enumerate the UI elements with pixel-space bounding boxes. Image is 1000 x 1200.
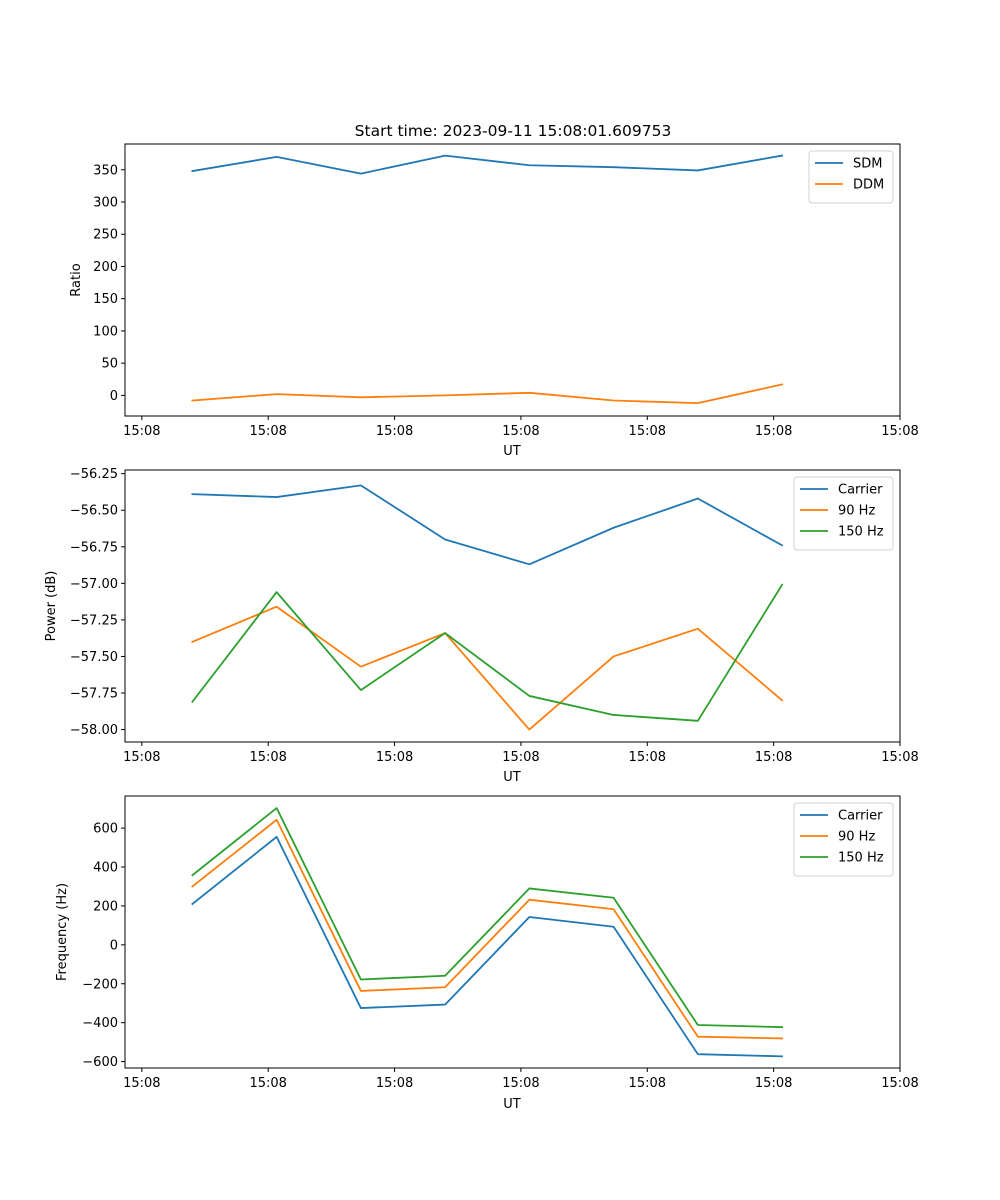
x-tick-label: 15:08 <box>249 424 286 439</box>
x-axis-label: UT <box>503 444 521 459</box>
x-axis: 15:08 15:08 15:08 15:08 15:08 15:08 15:08 <box>123 742 919 765</box>
series-lines <box>191 807 783 1058</box>
series-line-sdm <box>191 154 784 175</box>
series-line-90-hz <box>191 818 783 1040</box>
x-tick-label: 15:08 <box>881 750 918 765</box>
x-tick-label: 15:08 <box>502 750 539 765</box>
chart-panel-ratio: Start time: 2023-09-11 15:08:01.609753 1… <box>69 122 919 459</box>
x-tick-label: 15:08 <box>502 424 539 439</box>
y-tick-label: 100 <box>93 324 118 339</box>
chart-panel-power: 15:08 15:08 15:08 15:08 15:08 15:08 15:08 −58.… <box>44 467 919 785</box>
x-tick-label: 15:08 <box>881 424 918 439</box>
x-axis-label: UT <box>503 1097 521 1112</box>
y-tick-label: −400 <box>82 1016 118 1031</box>
series-line-150-hz <box>191 807 783 1029</box>
series-lines <box>191 484 784 731</box>
x-tick-label: 15:08 <box>755 1076 792 1091</box>
x-tick-label: 15:08 <box>249 1076 286 1091</box>
y-tick-label: 300 <box>93 196 118 211</box>
series-line-carrier <box>191 835 783 1058</box>
y-axis-label: Ratio <box>69 263 84 296</box>
y-tick-label: −56.50 <box>70 504 118 519</box>
y-axis-label: Power (dB) <box>44 571 59 642</box>
y-tick-label: −600 <box>82 1055 118 1070</box>
chart-panel-frequency: 15:08 15:08 15:08 15:08 15:08 15:08 15:08 −600… <box>55 795 919 1112</box>
y-tick-label: 0 <box>110 389 118 404</box>
series-line-90-hz <box>191 605 784 731</box>
y-tick-label: 200 <box>93 899 118 914</box>
plot-area <box>124 469 901 743</box>
x-axis: 15:08 15:08 15:08 15:08 15:08 15:08 15:08 <box>123 416 919 439</box>
legend-label: DDM <box>853 178 884 193</box>
y-tick-label: −58.00 <box>70 723 118 738</box>
legend-label: 90 Hz <box>838 830 875 845</box>
legend-label: SDM <box>853 157 882 172</box>
legend-frame <box>808 150 894 204</box>
x-tick-label: 15:08 <box>881 1076 918 1091</box>
x-tick-label: 15:08 <box>629 1076 666 1091</box>
y-tick-label: −57.75 <box>70 687 118 702</box>
x-axis: 15:08 15:08 15:08 15:08 15:08 15:08 15:08 <box>123 1068 919 1091</box>
x-tick-label: 15:08 <box>502 1076 539 1091</box>
x-tick-label: 15:08 <box>629 750 666 765</box>
legend-label: Carrier <box>838 483 883 498</box>
legend-label: 150 Hz <box>838 525 884 540</box>
y-tick-label: −57.00 <box>70 577 118 592</box>
series-line-carrier <box>191 484 784 566</box>
y-axis: −58.00 −57.75 −57.50 −57.25 −57.00 −56.75 −56.… <box>70 467 125 738</box>
y-tick-label: −200 <box>82 977 118 992</box>
y-axis: 0 50 100 150 200 250 300 350 <box>93 163 125 404</box>
chart-title: Start time: 2023-09-11 15:08:01.609753 <box>355 122 672 140</box>
y-tick-label: 400 <box>93 861 118 876</box>
legend-label: 150 Hz <box>838 851 884 866</box>
y-tick-label: 350 <box>93 163 118 178</box>
y-tick-label: 150 <box>93 292 118 307</box>
y-tick-label: 600 <box>93 822 118 837</box>
y-tick-label: −57.25 <box>70 613 118 628</box>
legend: Carrier 90 Hz 150 Hz <box>793 476 894 551</box>
y-tick-label: 250 <box>93 228 118 243</box>
y-tick-label: 0 <box>110 938 118 953</box>
y-tick-label: −56.25 <box>70 467 118 482</box>
x-tick-label: 15:08 <box>629 424 666 439</box>
series-line-150-hz <box>191 583 784 722</box>
plot-area <box>124 795 901 1069</box>
y-tick-label: 200 <box>93 260 118 275</box>
legend-label: 90 Hz <box>838 504 875 519</box>
x-tick-label: 15:08 <box>755 424 792 439</box>
x-tick-label: 15:08 <box>249 750 286 765</box>
x-tick-label: 15:08 <box>376 1076 413 1091</box>
x-tick-label: 15:08 <box>755 750 792 765</box>
plot-area <box>124 143 901 417</box>
legend: Carrier 90 Hz 150 Hz <box>793 802 894 877</box>
x-tick-label: 15:08 <box>123 1076 160 1091</box>
x-tick-label: 15:08 <box>123 424 160 439</box>
x-tick-label: 15:08 <box>376 750 413 765</box>
y-tick-label: −57.50 <box>70 650 118 665</box>
legend: SDM DDM <box>808 150 894 204</box>
y-tick-label: −56.75 <box>70 540 118 555</box>
series-lines <box>191 154 784 405</box>
x-tick-label: 15:08 <box>376 424 413 439</box>
y-tick-label: 50 <box>101 357 118 372</box>
x-tick-label: 15:08 <box>123 750 160 765</box>
y-axis-label: Frequency (Hz) <box>55 883 70 981</box>
y-axis: −600 −400 −200 0 200 400 600 <box>82 822 125 1070</box>
series-line-ddm <box>191 383 784 405</box>
legend-label: Carrier <box>838 809 883 824</box>
x-axis-label: UT <box>503 770 521 785</box>
